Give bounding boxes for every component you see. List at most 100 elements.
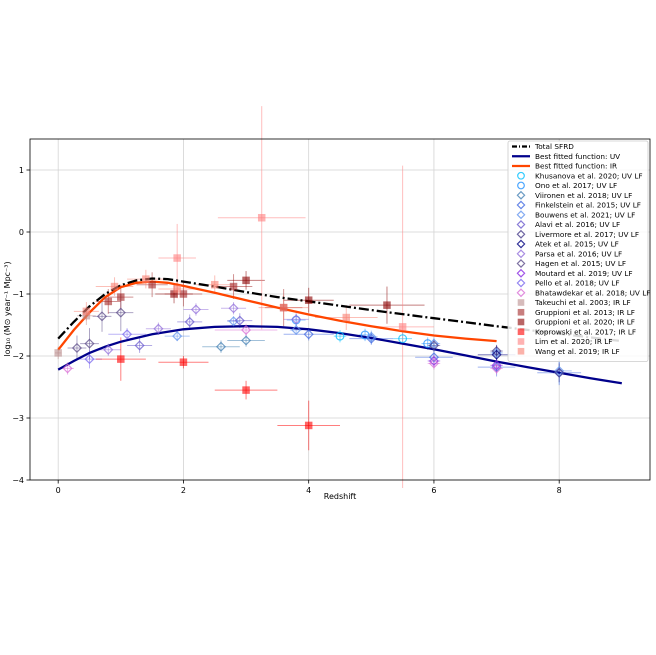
legend-marker-swatch [517,318,525,326]
data-point [241,335,252,346]
data-point [103,344,114,355]
legend-entry: Lim et al. 2020; IR LF [535,337,612,346]
data-point [62,363,73,374]
data-point [234,315,245,326]
data-markers [54,213,565,430]
data-point [491,347,502,358]
y-tick-label: −3 [12,414,24,423]
data-point [153,323,164,334]
data-point [242,386,250,394]
legend-entry: Koprowski et al. 2017; IR LF [535,327,636,336]
data-point [84,354,95,365]
data-point [304,421,313,430]
data-point [428,338,439,349]
legend-entry: Finkelstein et al. 2015; UV LF [535,201,641,210]
data-point [71,342,83,353]
data-point [428,355,439,367]
data-point [54,349,62,357]
legend-entry: Viironen et al. 2018; UV LF [535,191,632,200]
data-point [190,304,202,315]
legend-marker-swatch [517,181,525,190]
data-point [554,365,565,376]
data-point [342,313,351,322]
data-point [491,363,502,374]
x-tick-label: 8 [557,486,562,495]
legend-marker-swatch [516,210,526,220]
data-point [117,293,125,301]
data-point [304,296,313,304]
x-tick-label: 6 [431,486,436,495]
data-point [215,341,227,352]
data-point [110,282,119,291]
legend-marker-swatch [516,259,526,268]
legend-entry: Alavi et al. 2016; UV LF [535,220,620,229]
data-point [142,275,150,283]
legend-entry: Total SFRD [534,142,574,151]
data-point [383,301,391,309]
data-point [279,303,288,312]
data-point [179,358,188,366]
x-tick-label: 0 [56,486,61,495]
data-point [172,331,183,342]
legend-entry: Hagen et al. 2015; UV LF [535,259,626,268]
data-point [228,303,239,314]
data-point [104,297,113,306]
legend-marker-swatch [517,338,525,345]
y-tick-label: −1 [12,290,24,299]
data-point [428,352,439,363]
legend-entry: Bouwens et al. 2021; UV LF [535,210,635,219]
data-point [428,358,439,369]
legend-marker-swatch [516,288,526,298]
data-point [398,334,408,344]
data-point [491,349,502,360]
data-point [117,355,125,363]
legend-marker-swatch [517,347,525,355]
legend-marker-swatch [517,328,525,336]
y-axis-label: log₁₀ (M⊙ year⁻¹ Mpc⁻³) [3,261,12,356]
legend-marker-swatch [516,278,526,288]
x-tick-label: 2 [181,486,186,495]
y-tick-label: 1 [19,166,24,175]
axis-ticks: 0 2 4 6 8 −4 −3 −2 −1 0 1 [12,166,562,495]
legend-entry: Moutard et al. 2019; UV LF [535,269,633,278]
legend-marker-swatch [517,171,525,180]
data-point [82,307,91,316]
legend-entry: Pello et al. 2018; UV LF [535,279,620,288]
data-point [242,276,250,285]
data-point [115,307,126,318]
data-point [173,254,181,262]
data-point [291,314,302,325]
data-point [491,360,502,371]
y-tick-label: −4 [12,476,24,485]
data-point [366,333,377,344]
data-point [257,213,266,222]
data-point [210,280,219,289]
data-point [554,367,565,378]
legend-marker-swatch [516,190,526,200]
legend-marker-swatch [516,268,526,278]
data-point [148,280,156,289]
legend-entry: Ono et al. 2017; UV LF [535,181,617,190]
data-point [96,311,108,322]
series-line [57,277,622,343]
legend-marker-swatch [516,239,526,249]
legend-box [507,140,649,362]
data-point [491,362,502,373]
y-tick-label: −2 [12,352,24,361]
data-point [428,340,439,351]
data-point [179,290,188,298]
legend-entry: Gruppioni et al. 2013; IR LF [535,308,635,317]
legend-entry: Khusanova et al. 2020; UV LF [535,171,643,180]
data-point [134,340,145,351]
data-point [491,345,502,357]
legend-marker-swatch [516,200,526,210]
legend-marker-swatch [516,220,526,229]
x-tick-label: 4 [306,486,311,495]
legend-entry: Bhatawdekar et al. 2018; UV LF [535,288,650,297]
data-point [173,285,181,293]
series-line [57,280,497,351]
legend-entry: Parsa et al. 2016; UV LF [535,249,622,258]
data-point [335,331,345,341]
